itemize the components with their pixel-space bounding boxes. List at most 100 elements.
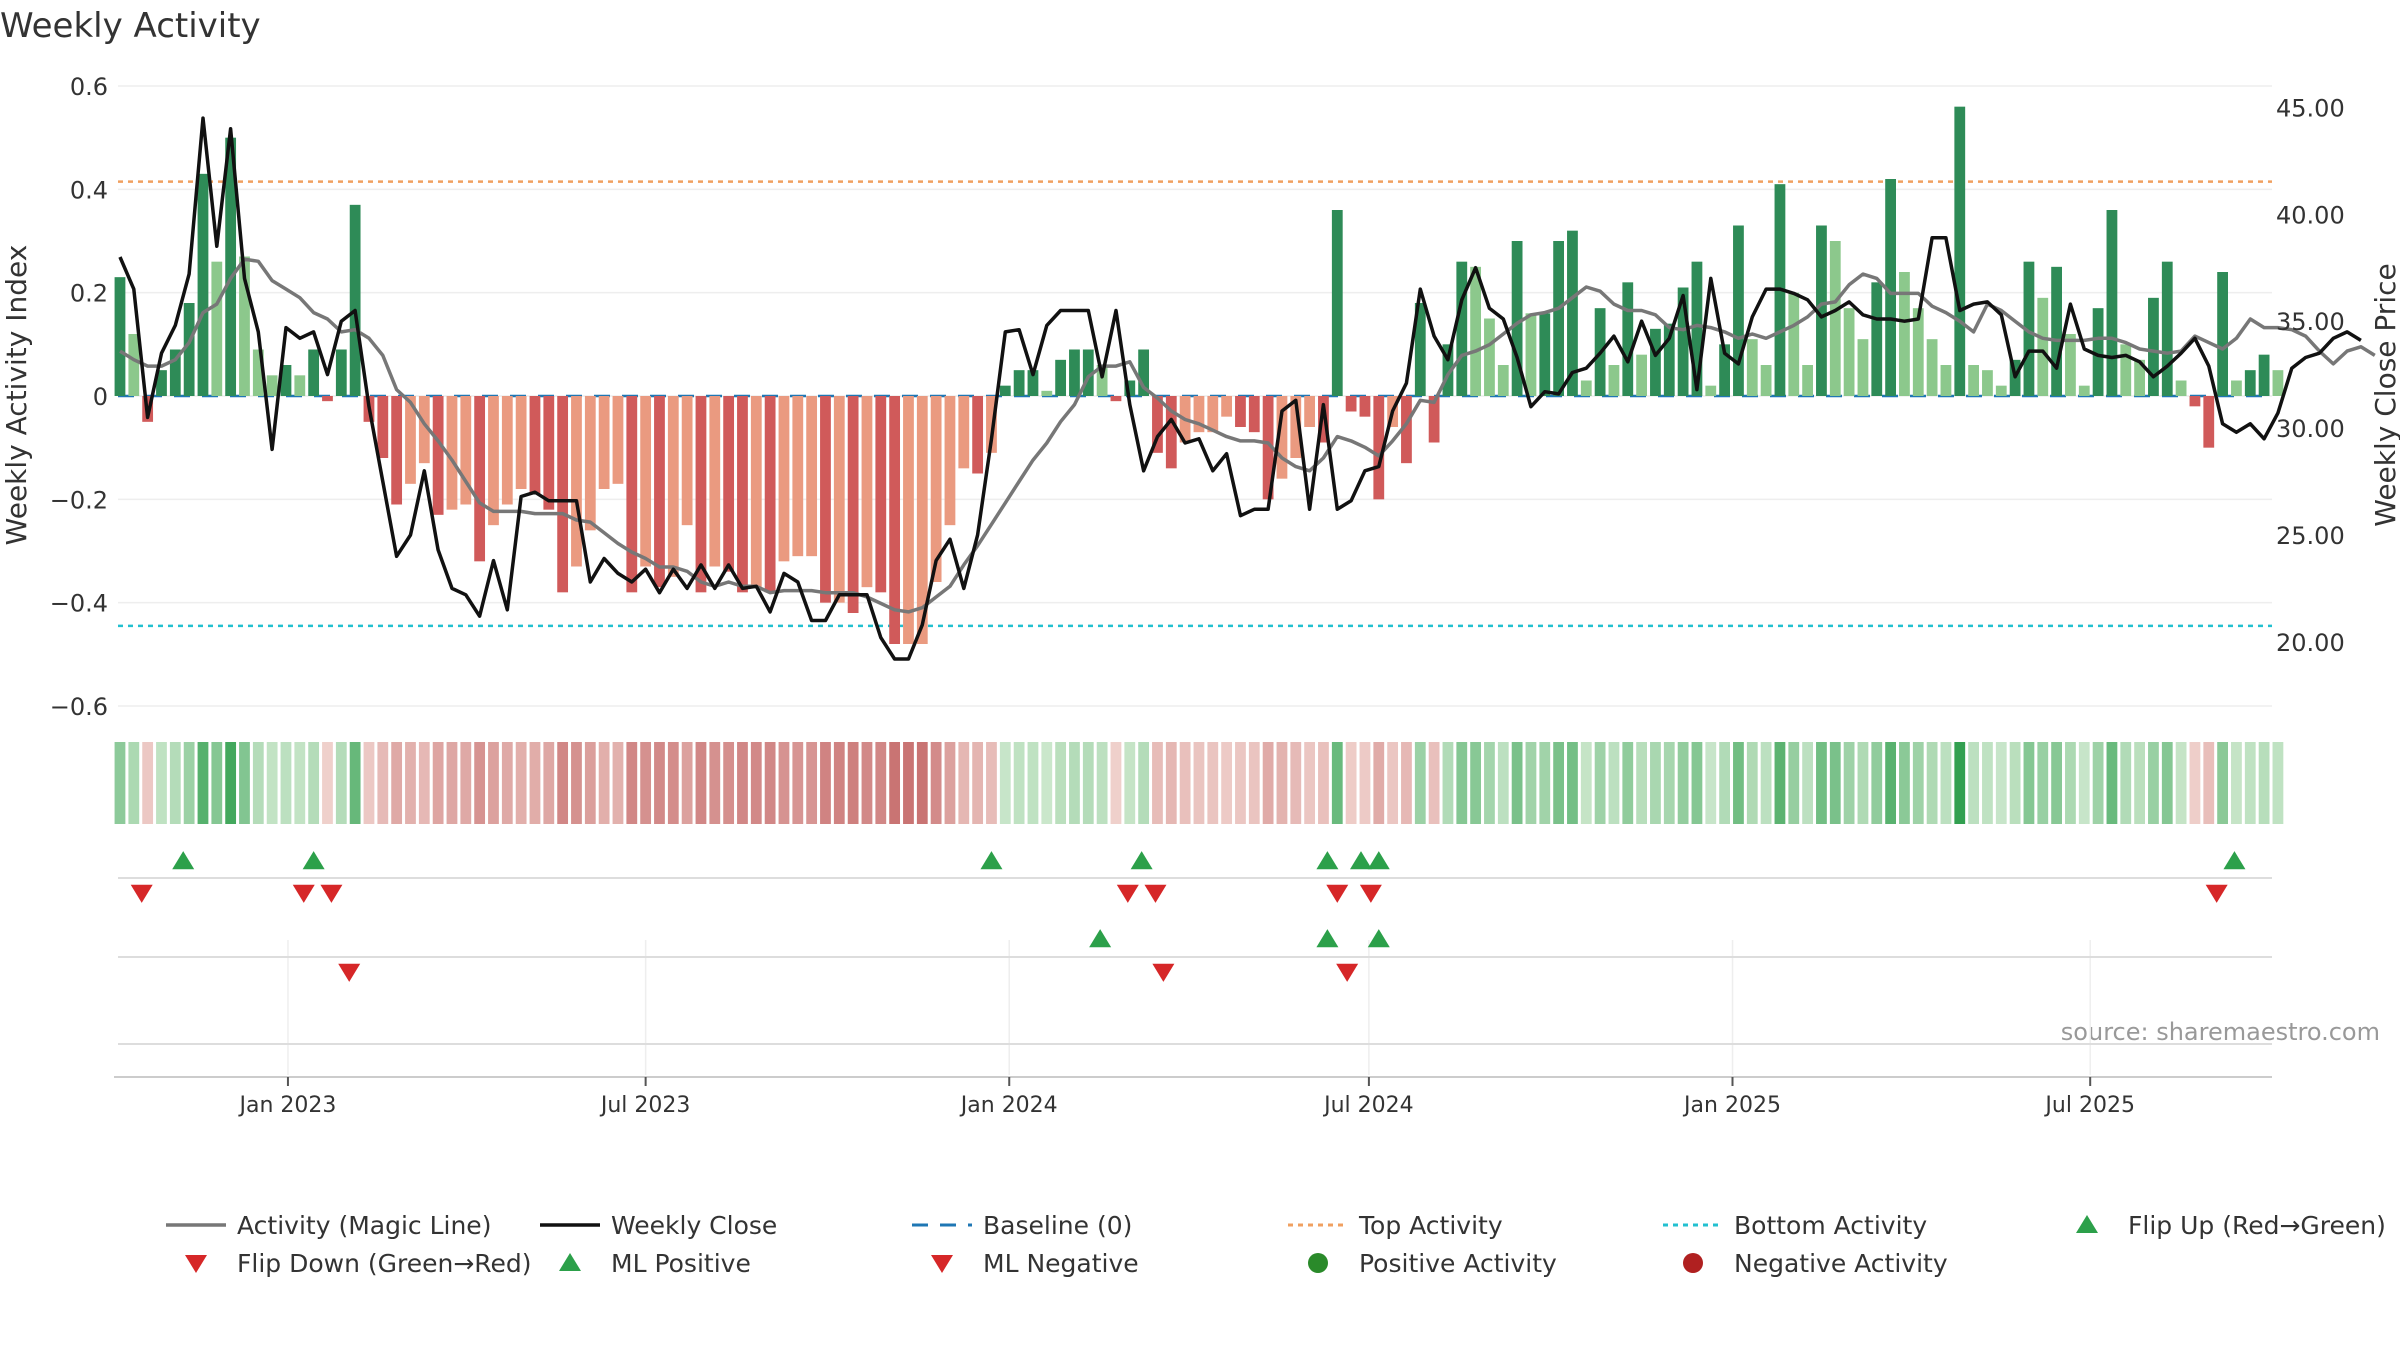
heat-cell — [654, 742, 665, 824]
heat-cell — [2272, 742, 2284, 824]
activity-bar — [114, 277, 126, 396]
heat-cell — [349, 742, 361, 824]
activity-bar — [169, 349, 181, 396]
activity-bars — [114, 106, 2284, 644]
flip-down-marker — [2205, 884, 2228, 903]
activity-bar — [1138, 349, 1150, 396]
heat-cell — [1733, 742, 1744, 824]
heat-cell — [266, 742, 278, 824]
heat-cell — [1207, 742, 1219, 824]
activity-bar — [847, 396, 859, 613]
heat-cell — [2134, 742, 2145, 824]
heat-cell — [681, 742, 693, 824]
heat-cell — [1041, 742, 1053, 824]
heat-cell — [571, 742, 582, 824]
flip-down-marker — [1359, 884, 1382, 903]
price-lines — [118, 116, 2376, 661]
heat-cell — [308, 742, 320, 824]
activity-bar — [128, 334, 140, 396]
y2-tick-label-5: 45.00 — [2276, 94, 2345, 122]
flip-down-marker — [130, 884, 153, 903]
heat-cell — [1912, 742, 1924, 824]
activity-bar — [1954, 106, 1966, 397]
flip-up-marker — [172, 851, 195, 870]
activity-bar — [2161, 261, 2173, 396]
y-tick-label-4: 0.2 — [70, 280, 108, 308]
heat-cell — [1096, 742, 1108, 824]
heat-cell — [377, 742, 389, 824]
x-tick-label-2: Jan 2024 — [959, 1093, 1058, 1118]
heat-cell — [418, 742, 430, 824]
ml-negative-marker — [1152, 963, 1175, 982]
activity-bar — [723, 396, 735, 572]
weekly-close-series — [118, 116, 2362, 661]
activity-bar — [930, 396, 942, 582]
activity-bar — [1055, 359, 1067, 396]
activity-bar — [1041, 390, 1053, 396]
activity-bar — [1968, 365, 1979, 396]
activity-bar — [2134, 359, 2145, 396]
heat-cell — [1636, 742, 1648, 824]
activity-bar — [1899, 272, 1910, 396]
activity-bar — [1982, 370, 1993, 396]
heat-cell — [1414, 742, 1426, 824]
activity-bar — [1829, 241, 1841, 396]
activity-bar — [2037, 297, 2049, 396]
activity-bar — [1110, 396, 1122, 402]
legend-swatch — [185, 1255, 207, 1273]
activity-bar — [1069, 349, 1080, 396]
activity-bar — [861, 396, 873, 588]
activity-bar — [1691, 261, 1703, 396]
heat-cell — [1885, 742, 1896, 824]
legend-item: Flip Up (Red→Green) — [2076, 1211, 2386, 1240]
heat-cell — [833, 742, 845, 824]
activity-bar — [1871, 282, 1883, 396]
heat-cell — [930, 742, 942, 824]
heat-cell — [1484, 742, 1495, 824]
heat-cell — [1982, 742, 1993, 824]
heat-cell — [612, 742, 624, 824]
y-tick-label-5: 0.4 — [70, 176, 108, 204]
heat-cell — [1082, 742, 1094, 824]
heat-cell — [1580, 742, 1592, 824]
activity-bar — [903, 396, 914, 644]
legend-item: Weekly Close — [540, 1211, 777, 1240]
activity-bar — [1926, 339, 1938, 396]
activity-bar — [764, 396, 776, 593]
heat-cell — [889, 742, 901, 824]
activity-bar — [2272, 370, 2284, 396]
flip-up-marker — [1367, 851, 1390, 870]
activity-heat-strip — [114, 742, 2284, 824]
heat-cell — [405, 742, 416, 824]
activity-bar — [308, 349, 320, 396]
heat-cell — [1968, 742, 1979, 824]
activity-bar — [986, 396, 997, 453]
activity-bar — [1580, 380, 1592, 396]
activity-bar — [1304, 396, 1316, 427]
heat-cell — [1248, 742, 1260, 824]
x-tick-label-1: Jul 2023 — [599, 1093, 691, 1118]
activity-bar — [667, 396, 679, 577]
legend-swatch — [1683, 1253, 1703, 1273]
heat-cell — [1318, 742, 1329, 824]
heat-cell — [446, 742, 458, 824]
heat-cell — [626, 742, 638, 824]
heat-cell — [557, 742, 569, 824]
heat-cell — [695, 742, 707, 824]
ml-negative-marker — [1336, 963, 1359, 982]
heat-cell — [1179, 742, 1191, 824]
activity-bar — [1456, 261, 1468, 396]
heat-cell — [2023, 742, 2035, 824]
heat-cell — [999, 742, 1011, 824]
activity-bar — [1857, 339, 1869, 396]
heat-cell — [2148, 742, 2159, 824]
activity-bar — [557, 396, 569, 593]
heat-cell — [1373, 742, 1385, 824]
heat-cell — [1705, 742, 1717, 824]
activity-bar — [252, 349, 264, 396]
heat-cell — [1954, 742, 1966, 824]
activity-bar — [1401, 396, 1412, 464]
heat-cell — [2078, 742, 2090, 824]
legend-label: Activity (Magic Line) — [237, 1211, 491, 1240]
